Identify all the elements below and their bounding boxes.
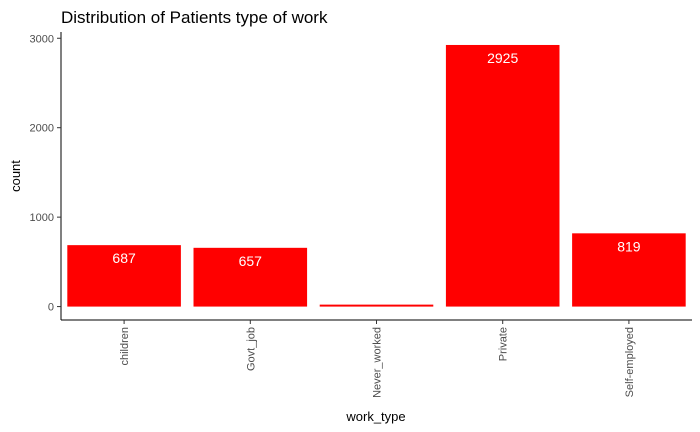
bar-Govt_job	[193, 247, 308, 307]
x-tick-label: children	[119, 327, 131, 366]
plot-area: 687 657 2925 819	[60, 32, 692, 321]
bar-Never_worked	[319, 304, 434, 307]
y-tick-label: 3000	[30, 33, 54, 45]
bar-children	[67, 245, 181, 307]
x-axis-title: work_type	[345, 409, 405, 424]
chart-title: Distribution of Patients type of work	[61, 8, 328, 27]
bar-Self-employed	[572, 233, 686, 307]
x-tick-label: Govt_job	[245, 327, 257, 371]
x-tick-label: Private	[498, 327, 510, 361]
bars-group	[67, 44, 686, 307]
y-axis: 0 1000 2000 3000	[30, 33, 61, 314]
data-label-Private: 2925	[487, 50, 518, 66]
data-label-Self-employed: 819	[617, 238, 641, 254]
data-labels-group: 687 657 2925 819	[112, 50, 640, 269]
y-tick-label: 0	[48, 302, 54, 314]
x-tick-label: Self-employed	[624, 327, 636, 397]
data-label-children: 687	[112, 250, 136, 266]
y-tick-label: 1000	[30, 212, 54, 224]
data-label-Govt_job: 657	[239, 253, 263, 269]
y-tick-label: 2000	[30, 123, 54, 135]
x-tick-label: Never_worked	[372, 327, 384, 398]
bar-Private	[445, 44, 560, 307]
x-axis: children Govt_job Never_worked Private Self-…	[119, 320, 636, 398]
y-axis-title: count	[8, 160, 23, 192]
